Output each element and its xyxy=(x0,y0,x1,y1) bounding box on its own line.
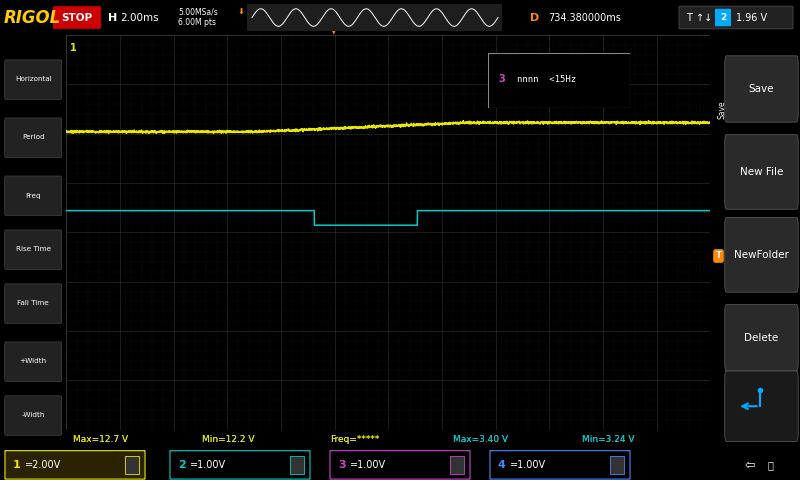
FancyBboxPatch shape xyxy=(725,134,798,209)
Text: Delete: Delete xyxy=(744,333,778,343)
Text: 1: 1 xyxy=(13,460,21,470)
FancyBboxPatch shape xyxy=(170,451,310,479)
Text: Fall Time: Fall Time xyxy=(18,300,49,306)
Text: ↑↓: ↑↓ xyxy=(696,12,712,23)
Text: 2: 2 xyxy=(720,13,726,22)
Text: RIGOL: RIGOL xyxy=(4,9,62,26)
FancyBboxPatch shape xyxy=(725,371,798,442)
Text: 2.00ms: 2.00ms xyxy=(120,12,158,23)
Text: 1.96 V: 1.96 V xyxy=(736,12,767,23)
Text: =2.00V: =2.00V xyxy=(25,460,62,470)
FancyBboxPatch shape xyxy=(5,118,62,157)
FancyBboxPatch shape xyxy=(725,56,798,122)
Text: NewFolder: NewFolder xyxy=(734,250,789,260)
FancyBboxPatch shape xyxy=(5,176,62,216)
Text: 1: 1 xyxy=(42,127,49,137)
Text: +Width: +Width xyxy=(20,359,46,364)
Text: 734.380000ms: 734.380000ms xyxy=(548,12,621,23)
Text: Min=12.2 V: Min=12.2 V xyxy=(202,435,254,444)
Text: -Width: -Width xyxy=(22,412,45,419)
Text: =1.00V: =1.00V xyxy=(510,460,546,470)
FancyBboxPatch shape xyxy=(5,451,145,479)
FancyBboxPatch shape xyxy=(5,60,62,99)
Text: nnnn  <15Hz: nnnn <15Hz xyxy=(517,75,576,84)
Text: 4: 4 xyxy=(498,460,506,470)
Text: Min=12.2 V: Min=12.2 V xyxy=(202,435,254,444)
Text: 3: 3 xyxy=(498,74,505,84)
Text: 3: 3 xyxy=(338,460,346,470)
Text: ⇦: ⇦ xyxy=(745,458,755,471)
Text: Horizontal: Horizontal xyxy=(15,76,51,83)
Text: Rise Time: Rise Time xyxy=(16,246,50,252)
Text: 2: 2 xyxy=(178,460,186,470)
Bar xyxy=(125,456,139,474)
Text: Max=12.7 V: Max=12.7 V xyxy=(73,435,128,444)
Text: 6.00M pts: 6.00M pts xyxy=(178,18,216,27)
FancyBboxPatch shape xyxy=(5,230,62,269)
Text: Max=3.40 V: Max=3.40 V xyxy=(453,435,508,444)
FancyBboxPatch shape xyxy=(330,451,470,479)
Text: D: D xyxy=(530,12,539,23)
FancyBboxPatch shape xyxy=(725,217,798,292)
Bar xyxy=(247,4,502,31)
Text: H: H xyxy=(108,12,118,23)
Text: Max=12.7 V: Max=12.7 V xyxy=(73,435,128,444)
Text: Save: Save xyxy=(718,100,726,119)
FancyBboxPatch shape xyxy=(5,396,62,435)
Text: 2: 2 xyxy=(42,205,49,216)
Text: STOP: STOP xyxy=(62,12,93,23)
FancyBboxPatch shape xyxy=(715,9,731,26)
Text: Max=3.40 V: Max=3.40 V xyxy=(453,435,508,444)
Text: =1.00V: =1.00V xyxy=(190,460,226,470)
FancyBboxPatch shape xyxy=(53,6,101,29)
Text: Freq=*****: Freq=***** xyxy=(330,435,380,444)
Text: 1: 1 xyxy=(70,43,76,53)
Text: Min=3.24 V: Min=3.24 V xyxy=(582,435,634,444)
FancyBboxPatch shape xyxy=(725,305,798,371)
Text: T: T xyxy=(686,12,692,23)
Bar xyxy=(450,456,464,474)
Text: ▼: ▼ xyxy=(329,22,338,35)
Text: =1.00V: =1.00V xyxy=(350,460,386,470)
FancyBboxPatch shape xyxy=(5,342,62,381)
FancyBboxPatch shape xyxy=(679,6,793,29)
Text: Save: Save xyxy=(749,84,774,94)
Text: Min=3.24 V: Min=3.24 V xyxy=(582,435,634,444)
Text: Freq=*****: Freq=***** xyxy=(330,435,380,444)
Bar xyxy=(610,456,624,474)
Text: Period: Period xyxy=(22,134,45,141)
Bar xyxy=(290,456,304,474)
Text: Freq: Freq xyxy=(26,192,41,199)
FancyBboxPatch shape xyxy=(5,284,62,323)
FancyBboxPatch shape xyxy=(490,451,630,479)
Text: New File: New File xyxy=(740,167,783,177)
Text: 5.00MSa/s: 5.00MSa/s xyxy=(178,8,218,17)
Text: ⬇: ⬇ xyxy=(238,8,245,17)
Text: T: T xyxy=(715,252,722,261)
Text: 🔊: 🔊 xyxy=(768,460,774,470)
